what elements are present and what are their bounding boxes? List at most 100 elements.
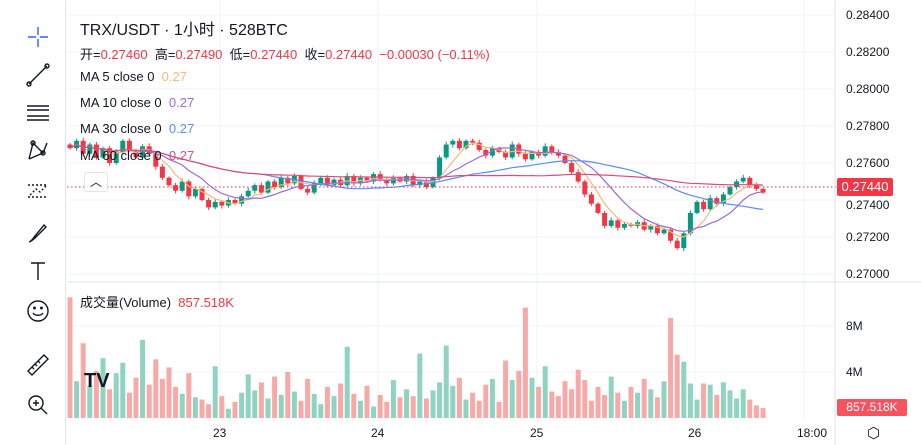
candle-body	[252, 185, 258, 191]
candle-body	[456, 140, 462, 149]
ruler-icon[interactable]	[20, 350, 56, 380]
volume-bar	[740, 389, 746, 418]
price-axis-label: 0.27400	[846, 198, 890, 212]
volume-bar	[252, 390, 258, 418]
volume-bar	[628, 386, 634, 418]
tradingview-logo[interactable]: TV	[84, 370, 110, 392]
ma10-line	[69, 143, 764, 232]
volume-bar	[588, 400, 594, 418]
volume-bar	[159, 378, 165, 418]
change-value: −0.00030 (−0.11%)	[379, 47, 490, 62]
horizontal-lines-icon[interactable]	[20, 98, 56, 128]
volume-bar	[569, 389, 575, 418]
volume-bar	[351, 393, 357, 418]
candle-body	[463, 140, 469, 149]
price-axis-label: 0.27000	[846, 267, 890, 281]
price-axis-label: 0.27800	[846, 119, 890, 133]
candle-body	[720, 194, 726, 204]
candle-body	[173, 185, 179, 191]
ma5-line	[69, 142, 764, 238]
candle-body	[324, 177, 330, 186]
candle-body	[87, 144, 93, 154]
candle-body	[536, 151, 542, 156]
volume-bar	[483, 384, 489, 418]
volume-bar	[67, 297, 73, 418]
volume-label: 成交量(Volume)	[80, 295, 172, 310]
prediction-icon[interactable]	[20, 176, 56, 206]
candle-body	[489, 148, 495, 156]
candle-body	[483, 150, 489, 156]
volume-bar	[463, 399, 469, 418]
volume-bar	[305, 378, 311, 418]
pattern-icon[interactable]	[20, 136, 56, 166]
volume-bar	[199, 399, 205, 418]
volume-bar	[536, 386, 542, 418]
zoom-in-icon[interactable]	[20, 390, 56, 420]
volume-bar	[542, 366, 548, 418]
candle-body	[582, 181, 588, 195]
emoji-icon[interactable]	[20, 296, 56, 326]
volume-axis-label: 4M	[846, 365, 863, 379]
chart-canvas[interactable]	[67, 0, 921, 445]
candle-body	[555, 151, 561, 156]
volume-bar	[714, 395, 720, 418]
volume-bar	[516, 370, 522, 418]
price-axis-label: 0.27600	[846, 156, 890, 170]
candle-body	[93, 144, 99, 158]
candle-body	[450, 140, 456, 145]
candle-body	[239, 196, 245, 204]
volume-bar	[489, 378, 495, 418]
collapse-legend-button[interactable]: ︿	[84, 172, 108, 192]
candle-body	[602, 212, 608, 226]
volume-bar	[496, 401, 502, 418]
volume-bar	[648, 389, 654, 418]
ma10-legend[interactable]: MA 10 close 0 0.27	[80, 95, 194, 110]
volume-axis-label: 8M	[846, 319, 863, 333]
candle-body	[608, 220, 614, 226]
volume-bar	[450, 385, 456, 418]
trend-line-icon[interactable]	[20, 60, 56, 90]
candle-body	[714, 198, 720, 204]
volume-bar	[701, 383, 707, 418]
volume-bar	[529, 377, 535, 418]
ma-value: 0.27	[168, 121, 195, 136]
ma30-legend[interactable]: MA 30 close 0 0.27	[80, 121, 194, 136]
candle-body	[621, 224, 627, 228]
crosshair-icon[interactable]	[20, 22, 56, 52]
ma60-legend[interactable]: MA 60 close 0 0.27	[80, 148, 194, 163]
volume-bars	[67, 297, 766, 418]
volume-bar	[212, 366, 218, 418]
brush-icon[interactable]	[20, 218, 56, 248]
ma-value: 0.27	[168, 148, 195, 163]
volume-bar	[265, 398, 271, 418]
ma60-line	[69, 143, 764, 186]
candle-body	[569, 163, 575, 173]
volume-bar	[126, 392, 132, 418]
volume-bar	[331, 396, 337, 418]
low-label: 低=	[229, 47, 251, 62]
volume-bar	[278, 395, 284, 418]
candle-body	[476, 142, 482, 151]
ma-value: 0.27	[168, 95, 195, 110]
candle-body	[760, 188, 766, 193]
ma5-legend[interactable]: MA 5 close 0 0.27	[80, 69, 187, 84]
volume-bar	[734, 398, 740, 418]
candle-body	[687, 212, 693, 234]
volume-bar	[661, 381, 667, 418]
volume-bar	[179, 393, 185, 418]
volume-bar	[219, 396, 225, 418]
volume-bar	[727, 390, 733, 418]
volume-bar	[166, 367, 172, 418]
candle-body	[179, 181, 185, 191]
ohlc-legend: 开=0.27460 高=0.27490 低=0.27440 收=0.27440 …	[80, 44, 490, 63]
volume-bar	[258, 382, 264, 418]
candle-body	[186, 181, 192, 197]
volume-bar	[707, 384, 713, 418]
volume-bar	[153, 359, 159, 418]
volume-bar	[674, 354, 680, 418]
volume-bar	[225, 408, 231, 418]
volume-bar	[410, 396, 416, 418]
settings-icon[interactable]: ⬡	[867, 425, 881, 442]
volume-bar	[324, 386, 330, 418]
text-icon[interactable]	[20, 256, 56, 286]
